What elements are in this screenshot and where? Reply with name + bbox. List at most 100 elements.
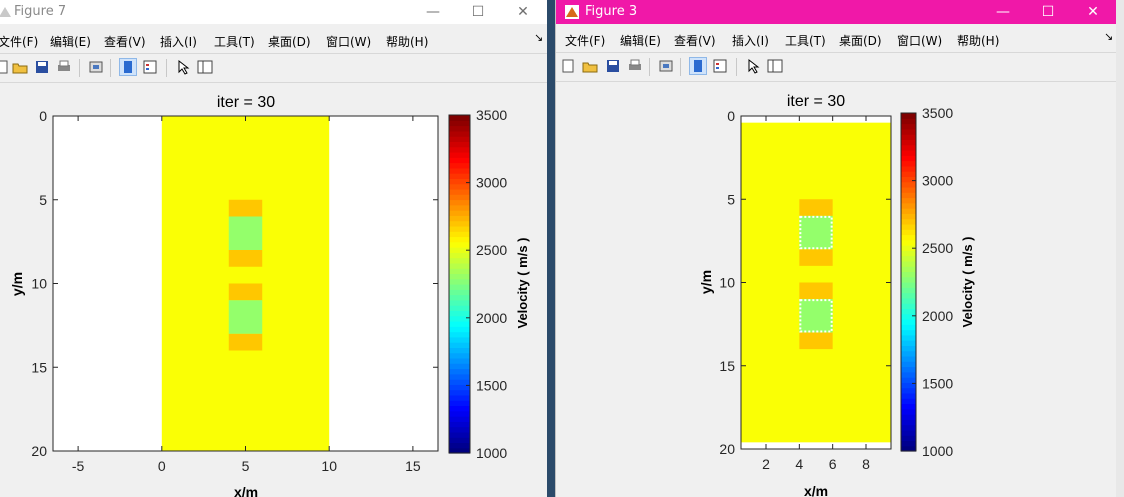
colorbar-label: Velocity ( m/s ) — [515, 237, 530, 328]
save-icon[interactable] — [605, 58, 621, 74]
colorbar-segment — [901, 160, 916, 167]
colorbar-segment — [449, 315, 470, 322]
save-icon[interactable] — [34, 59, 50, 75]
high-velocity-cell — [228, 333, 263, 351]
open-icon[interactable] — [582, 58, 598, 74]
background-window-edge — [1116, 0, 1124, 497]
colorbar-segment — [449, 305, 470, 312]
menu-window[interactable]: 窗口(W) — [897, 34, 943, 48]
colorbar-segment — [449, 431, 470, 438]
axes[interactable]: 2 4 6 8 0 5 10 15 20 — [719, 108, 892, 472]
colorbar-segment — [901, 208, 916, 214]
toolbar-separator — [736, 58, 737, 76]
high-velocity-cell — [228, 250, 263, 267]
menu-tools[interactable]: 工具(T) — [785, 34, 826, 48]
property-editor-icon[interactable] — [712, 58, 728, 74]
colorbar-segment — [901, 271, 916, 278]
minimize-button[interactable]: — — [426, 4, 440, 20]
minimize-button[interactable]: — — [996, 4, 1010, 20]
colorbar-segment — [449, 379, 470, 385]
close-button[interactable]: ✕ — [517, 4, 529, 20]
menu-overflow-icon[interactable]: ↘ — [534, 31, 544, 44]
plot-browser-icon[interactable] — [767, 58, 783, 74]
maximize-button[interactable]: ☐ — [471, 4, 485, 20]
menu-window[interactable]: 窗口(W) — [326, 35, 372, 49]
menu-desktop[interactable]: 桌面(D) — [268, 35, 311, 49]
axes[interactable]: -5 0 5 10 15 0 5 10 15 20 — [31, 108, 439, 474]
colorbar-segment — [449, 146, 470, 153]
menu-tools[interactable]: 工具(T) — [214, 35, 255, 49]
colorbar-segment — [449, 120, 470, 127]
pointer-icon[interactable] — [175, 59, 191, 75]
colorbar-segment — [901, 408, 916, 415]
link-figure-icon[interactable] — [88, 59, 104, 75]
colorbar-segment — [449, 252, 470, 259]
toolbar — [0, 53, 547, 83]
x-tick-label: 2 — [762, 456, 770, 472]
property-editor-icon[interactable] — [142, 59, 158, 75]
plot-title: iter = 30 — [217, 94, 275, 111]
colorbar-segment — [449, 188, 470, 195]
colorbar-segment — [449, 299, 470, 306]
menu-insert[interactable]: 插入(I) — [732, 34, 769, 48]
colorbar[interactable]: 1000 1500 2000 2500 3000 3500 — [900, 105, 953, 459]
print-icon[interactable] — [627, 58, 643, 74]
menu-file[interactable]: 文件(F) — [565, 34, 606, 48]
colorbar-segment — [449, 357, 470, 364]
colorbar-segment — [901, 414, 916, 420]
plot-browser-icon[interactable] — [197, 59, 213, 75]
x-tick-label: 10 — [321, 458, 337, 474]
toolbar-separator — [680, 58, 681, 76]
menu-overflow-icon[interactable]: ↘ — [1104, 30, 1114, 43]
menu-insert[interactable]: 插入(I) — [160, 35, 197, 49]
menu-help[interactable]: 帮助(H) — [386, 35, 429, 49]
maximize-button[interactable]: ☐ — [1041, 4, 1055, 20]
pointer-icon[interactable] — [745, 58, 761, 74]
colorbar-segment — [449, 373, 470, 380]
menu-desktop[interactable]: 桌面(D) — [839, 34, 882, 48]
dock-figure-icon[interactable] — [119, 58, 137, 76]
colorbar-segment — [449, 310, 470, 317]
x-tick-label: -5 — [72, 458, 85, 474]
menu-edit[interactable]: 编辑(E) — [620, 34, 661, 48]
menu-view[interactable]: 查看(V) — [674, 34, 716, 48]
colorbar-segment — [449, 342, 470, 348]
colorbar-segment — [449, 141, 470, 148]
new-figure-icon[interactable] — [560, 58, 576, 74]
menu-file[interactable]: 文件(F) — [0, 35, 39, 49]
colorbar-segment — [901, 355, 916, 362]
high-velocity-cell — [799, 199, 833, 216]
open-icon[interactable] — [12, 59, 28, 75]
title-bar[interactable]: Figure 7 — ☐ ✕ — [0, 0, 547, 24]
colorbar-segment — [901, 155, 916, 162]
colorbar-segment — [449, 400, 470, 407]
x-tick-label: 8 — [862, 456, 870, 472]
title-bar[interactable]: Figure 3 — ☐ ✕ — [556, 0, 1117, 24]
print-icon[interactable] — [56, 59, 72, 75]
colorbar-tick-label: 3000 — [922, 173, 953, 189]
colorbar-segment — [901, 334, 916, 341]
colorbar-segment — [449, 262, 470, 269]
menu-edit[interactable]: 编辑(E) — [50, 35, 91, 49]
colorbar-segment — [449, 162, 470, 169]
menu-view[interactable]: 查看(V) — [104, 35, 146, 49]
colorbar-segment — [449, 437, 470, 444]
menu-help[interactable]: 帮助(H) — [957, 34, 1000, 48]
colorbar-segment — [901, 361, 916, 368]
colorbar-segment — [901, 324, 916, 331]
y-tick-label: 20 — [31, 443, 47, 459]
colorbar-segment — [901, 192, 916, 199]
x-tick-label: 6 — [829, 456, 837, 472]
colorbar-segment — [901, 234, 916, 241]
x-axis-label: x/m — [804, 483, 828, 497]
close-button[interactable]: ✕ — [1087, 4, 1099, 20]
new-figure-icon[interactable] — [0, 59, 10, 75]
matlab-icon — [565, 4, 579, 19]
dock-figure-icon[interactable] — [689, 57, 707, 75]
link-figure-icon[interactable] — [658, 58, 674, 74]
colorbar-segment — [449, 284, 470, 290]
low-velocity-anomaly — [799, 215, 833, 250]
colorbar[interactable]: 1000 1500 2000 2500 3000 3500 — [448, 107, 507, 461]
colorbar-segment — [449, 167, 470, 174]
colorbar-tick-label: 2000 — [922, 308, 953, 324]
